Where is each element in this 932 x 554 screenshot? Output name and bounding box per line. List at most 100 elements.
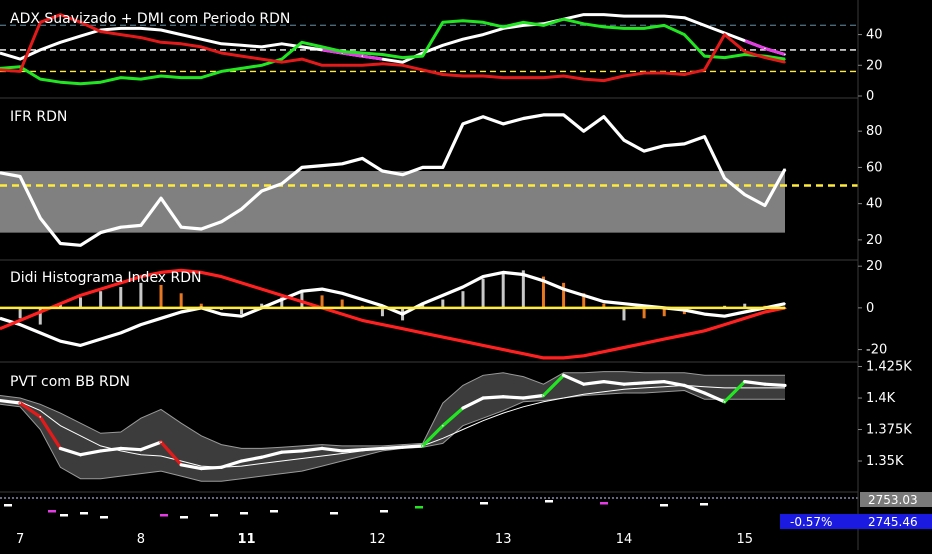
di_plus-point [643, 27, 645, 30]
pvt-point [582, 383, 585, 385]
didi-line-point [160, 271, 162, 274]
pvt-segment [340, 448, 364, 453]
didi-line-point [180, 307, 182, 309]
di_minus-point [200, 46, 203, 48]
didi-bar [38, 307, 42, 325]
didi-line-point [140, 307, 142, 309]
didi-line-point [723, 323, 726, 326]
di_plus-line [0, 17, 786, 86]
pvt-segment [541, 373, 566, 398]
didi-bar [743, 303, 747, 308]
ifr-point [683, 143, 686, 145]
didi-bar [562, 282, 566, 308]
di_minus-point [623, 75, 625, 77]
strip-mark [700, 503, 708, 506]
pvt-point [79, 453, 82, 456]
adx-point [260, 46, 263, 48]
adx-point [79, 35, 82, 37]
lower-price-label: 2745.46 [868, 515, 918, 529]
didi-bar [199, 303, 203, 308]
didi-line-point [784, 307, 786, 309]
pvt-segment [622, 381, 646, 386]
di_minus-point [160, 41, 162, 44]
adx-point [140, 27, 142, 30]
adx-point [603, 13, 605, 16]
didi-line-point [401, 307, 404, 309]
didi-line-point [39, 307, 42, 309]
adx-point [19, 58, 21, 60]
pvt-segment [602, 380, 626, 386]
adx-point [442, 44, 444, 47]
didi-title: Didi Histograma Index RDN [10, 270, 202, 286]
pvt-point [260, 456, 263, 459]
di_minus-point [119, 33, 122, 36]
didi-line-point [623, 307, 625, 309]
pvt-segment [58, 446, 83, 457]
pvt-point [562, 374, 565, 377]
didi-line [0, 268, 786, 360]
didi-line-point [220, 313, 223, 315]
didi-line-point [99, 307, 102, 309]
didi-line-point [240, 315, 243, 318]
y-tick-label: 1.375K [866, 423, 912, 438]
strip-mark [48, 510, 56, 513]
di_minus-point [562, 75, 565, 77]
didi-bar [441, 299, 445, 308]
pvt-segment [0, 398, 22, 405]
di_plus-point [683, 33, 686, 36]
adx-point [482, 33, 484, 36]
didi-bar [139, 282, 143, 308]
didi-line-point [341, 313, 343, 315]
di_plus-point [462, 19, 464, 22]
ifr-point [140, 224, 142, 227]
pvt-segment [300, 446, 324, 453]
adx-point [280, 42, 283, 45]
y-tick-label: 20 [866, 233, 883, 248]
pvt-point [59, 447, 62, 450]
di_plus-point [59, 81, 62, 83]
didi-line-point [401, 313, 404, 315]
y-tick-label: 1.35K [866, 454, 904, 469]
didi-line-point [562, 288, 565, 290]
di_plus-point [79, 82, 82, 85]
pvt-segment [662, 380, 686, 388]
ifr-point [341, 162, 343, 165]
pvt-point [240, 460, 243, 462]
upper-price-tag [860, 492, 932, 507]
didi-line-point [180, 269, 182, 272]
ifr-point [502, 123, 505, 125]
di_minus-point [442, 73, 444, 76]
didi-line-point [260, 288, 263, 290]
didi-line-point [683, 307, 686, 309]
didi-line-point [643, 342, 645, 345]
pvt-point [119, 447, 122, 450]
adx-point [784, 53, 786, 56]
ifr-line [0, 113, 787, 247]
didi-line-point [79, 294, 82, 297]
di_plus-point [180, 76, 182, 79]
di_minus-point [643, 72, 645, 74]
didi-line-point [703, 313, 706, 315]
di_plus-point [663, 24, 666, 27]
di_minus-line [0, 13, 786, 83]
pvt-segment [763, 382, 787, 388]
ifr-point [723, 177, 726, 180]
didi-line-point [764, 307, 766, 309]
didi-line-point [603, 350, 605, 353]
pvt-point [522, 397, 525, 399]
pvt-point [160, 441, 162, 443]
didi-line-point [19, 319, 21, 322]
pvt-segment [260, 450, 284, 459]
adx-point [59, 41, 62, 44]
pvt-segment [702, 391, 727, 404]
pvt-segment [99, 446, 123, 453]
adx-point [321, 49, 323, 51]
didi-line-point [743, 317, 746, 320]
upper-price-label: 2753.03 [868, 493, 918, 507]
di_plus-point [482, 21, 484, 24]
pvt-segment [441, 406, 465, 428]
ifr-title: IFR RDN [10, 109, 67, 125]
panel-titles: ADX Suavizado + DMI com Periodo RDN IFR … [10, 11, 290, 390]
di_plus-point [522, 21, 525, 24]
